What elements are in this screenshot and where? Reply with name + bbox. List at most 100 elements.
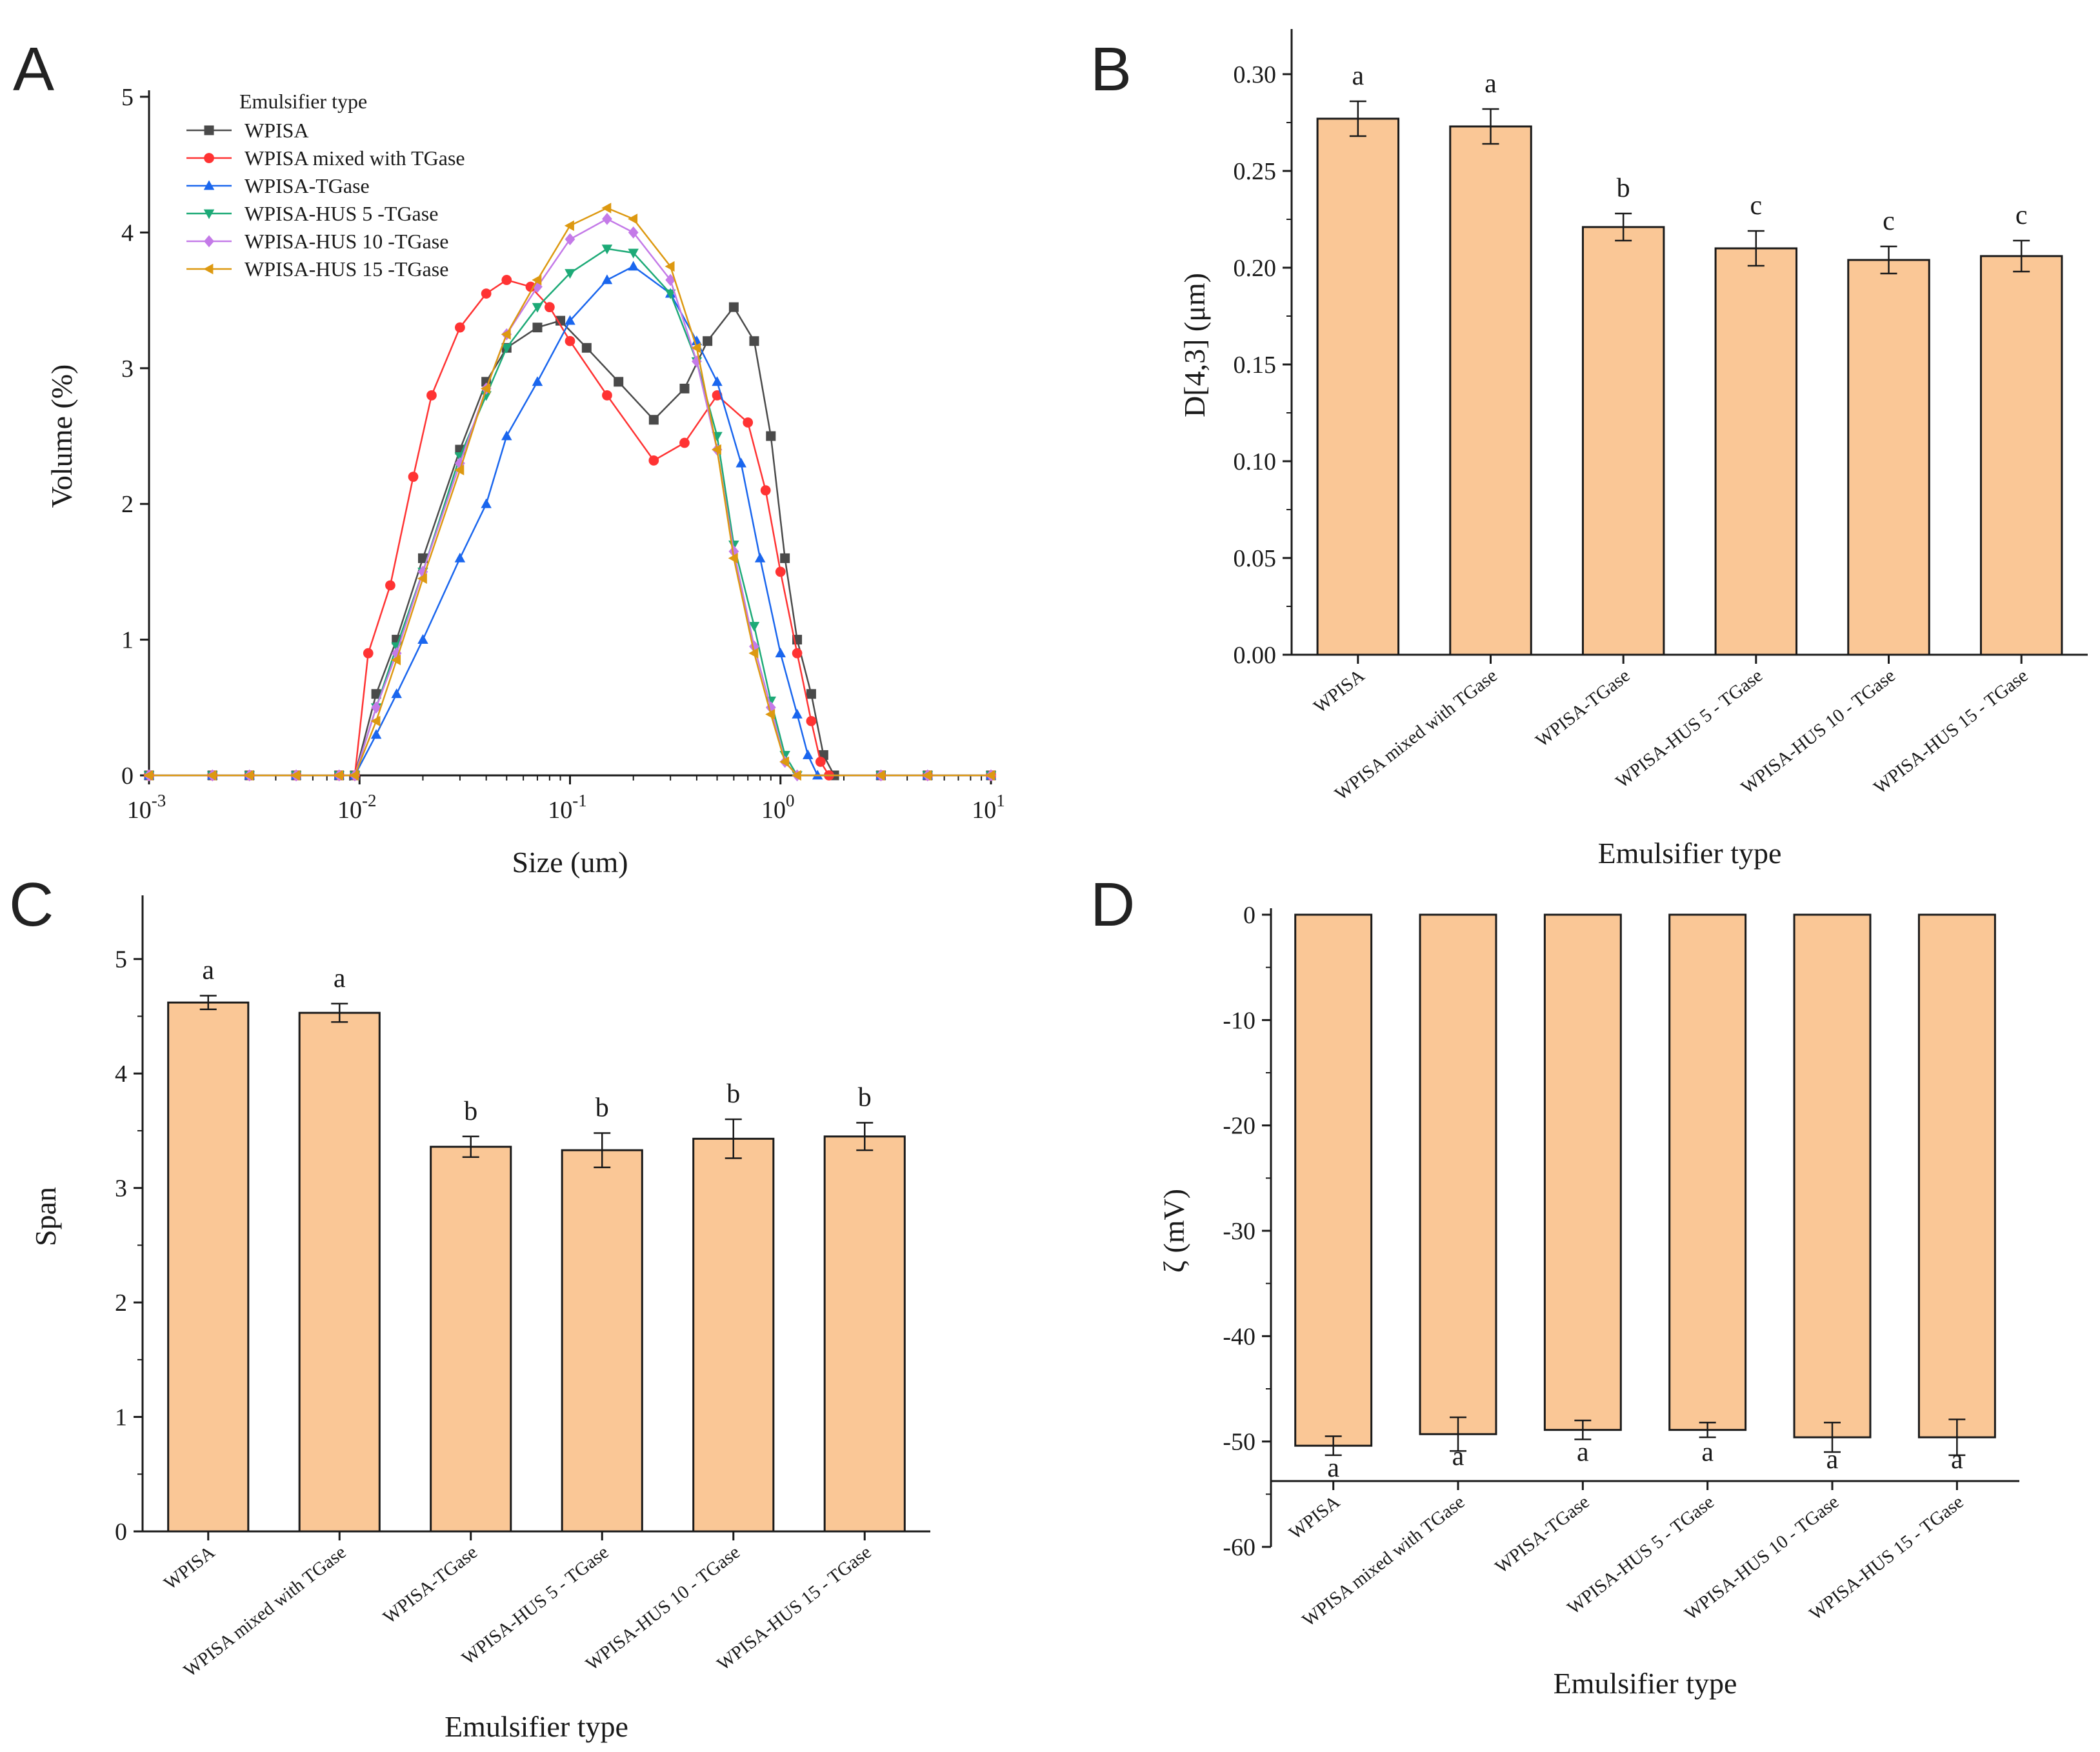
- data-point: [748, 622, 760, 632]
- series-line: [149, 279, 991, 777]
- legend-item: WPISA-TGase: [186, 174, 370, 197]
- data-point: [481, 383, 491, 394]
- data-point: [555, 315, 566, 326]
- error-bar: [1325, 1435, 1342, 1457]
- series-wpisa-hus-15-tgase: [143, 203, 995, 781]
- data-point: [290, 770, 301, 781]
- data-point: [749, 336, 759, 346]
- significance-letter: a: [1352, 61, 1365, 91]
- significance-letter: a: [1826, 1445, 1839, 1475]
- data-point: [501, 343, 512, 353]
- data-point: [143, 770, 154, 781]
- bar-wpisa: [167, 1001, 250, 1533]
- data-point: [454, 552, 466, 562]
- significance-letter: b: [726, 1079, 740, 1109]
- data-point: [602, 212, 612, 225]
- significance-letter: c: [2015, 201, 2028, 230]
- y-tick-label: 0: [121, 762, 134, 790]
- y-tick-label: 3: [115, 1175, 127, 1202]
- bar-wpisa-hus-5-tgase: [1714, 247, 1798, 656]
- data-point: [501, 275, 512, 285]
- bar-wpisa-hus-10-tgase: [692, 1137, 775, 1533]
- data-point: [565, 335, 575, 346]
- error-bar: [1699, 1422, 1716, 1438]
- legend-marker: [203, 263, 214, 275]
- data-point: [679, 383, 690, 393]
- data-point: [691, 342, 701, 353]
- significance-letter: a: [1701, 1438, 1714, 1468]
- x-tick-label: 10-2: [337, 791, 377, 824]
- y-tick-label: 4: [115, 1060, 127, 1088]
- x-category-label: WPISA: [1285, 1491, 1344, 1544]
- legend-item: WPISA-HUS 10 -TGase: [186, 230, 448, 253]
- data-point: [765, 709, 775, 720]
- data-point: [501, 328, 511, 340]
- legend-label: WPISA mixed with TGase: [245, 146, 465, 170]
- bar-wpisa-hus-5-tgase: [561, 1149, 643, 1533]
- error-bar: [1880, 245, 1897, 275]
- data-point: [481, 288, 492, 299]
- data-point: [792, 708, 803, 719]
- series-wpisa: [144, 302, 996, 781]
- error-bar: [1482, 108, 1499, 145]
- data-point: [711, 444, 721, 455]
- data-point: [691, 335, 703, 346]
- data-point: [875, 770, 885, 781]
- data-point: [532, 303, 543, 313]
- series-line: [149, 217, 991, 777]
- y-tick-label: 0: [1243, 902, 1255, 929]
- error-bar: [331, 1002, 348, 1023]
- y-axis-title: D[4,3] (μm): [1178, 273, 1211, 417]
- data-point: [985, 770, 995, 781]
- data-point: [922, 770, 932, 781]
- legend-item: WPISA-HUS 15 -TGase: [186, 257, 448, 281]
- series-line: [149, 305, 991, 777]
- data-point: [391, 654, 401, 666]
- bar-wpisa-tgase: [1581, 226, 1665, 656]
- significance-letter: b: [464, 1097, 477, 1126]
- data-point: [371, 689, 381, 699]
- x-tick-label: 10-1: [548, 791, 587, 824]
- legend-label: WPISA: [245, 119, 309, 142]
- data-point: [371, 701, 381, 714]
- data-point: [417, 553, 428, 563]
- series-wpisa-mixed-with-tgase: [144, 275, 996, 781]
- y-tick-label: 0.05: [1234, 545, 1277, 572]
- data-point: [501, 430, 512, 441]
- series-wpisa-hus-5-tgase: [143, 244, 997, 781]
- data-point: [525, 281, 536, 292]
- significance-letter: b: [858, 1082, 872, 1112]
- data-point: [628, 248, 639, 259]
- legend-label: WPISA-HUS 15 -TGase: [245, 257, 448, 281]
- y-tick-label: 5: [121, 84, 134, 111]
- bar-wpisa: [1316, 117, 1400, 656]
- series-wpisa-hus-10-tgase: [144, 212, 996, 782]
- significance-letter: a: [1327, 1453, 1339, 1483]
- significance-letter: c: [1883, 206, 1895, 236]
- data-point: [628, 214, 638, 224]
- bar-wpisa-hus-15-tgase: [1917, 913, 1996, 1438]
- x-category-label: WPISA-TGase: [1532, 665, 1634, 751]
- legend-item: WPISA: [186, 119, 309, 142]
- panel-letter-c: C: [9, 870, 54, 939]
- error-bar: [594, 1132, 611, 1168]
- data-point: [564, 220, 574, 232]
- data-point: [665, 261, 675, 272]
- data-point: [385, 580, 395, 591]
- data-point: [754, 552, 766, 562]
- y-tick-label: 3: [121, 355, 134, 383]
- y-axis-title: Volume (%): [45, 364, 78, 508]
- error-bar: [1747, 230, 1765, 267]
- significance-letter: a: [1951, 1445, 1963, 1475]
- data-point: [648, 415, 659, 425]
- bar-wpisa-hus-15-tgase: [1979, 255, 2063, 656]
- legend-title: Emulsifier type: [239, 90, 367, 113]
- data-point: [455, 322, 465, 333]
- x-category-label: WPISA-HUS 5 - TGase: [458, 1542, 613, 1669]
- data-point: [454, 464, 465, 475]
- panel-letter-b: B: [1090, 35, 1132, 104]
- data-point: [601, 203, 612, 214]
- data-point: [775, 648, 786, 658]
- legend: Emulsifier type WPISA WPISA mixed with TGa…: [186, 90, 465, 281]
